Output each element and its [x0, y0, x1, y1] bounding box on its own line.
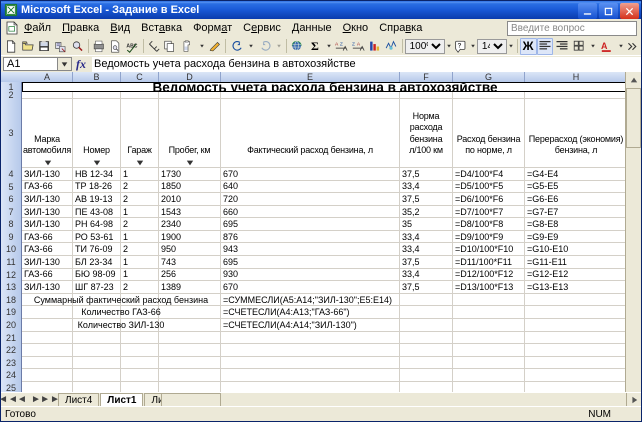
- svg-text:A: A: [601, 40, 608, 50]
- svg-text:?: ?: [458, 42, 462, 49]
- svg-text:Z: Z: [352, 41, 355, 47]
- svg-text:Z: Z: [340, 41, 343, 47]
- svg-text:A: A: [335, 41, 339, 47]
- svg-text:A: A: [357, 41, 361, 47]
